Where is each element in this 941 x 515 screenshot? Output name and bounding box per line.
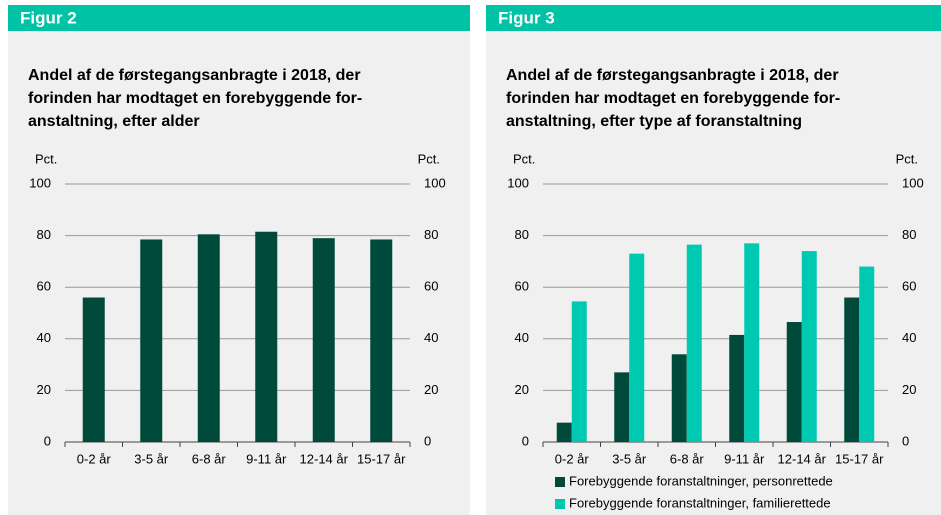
- y2-tick-label: 40: [424, 330, 438, 345]
- header-band: [486, 5, 941, 31]
- chart-title: forinden har modtaget en forebyggende fo…: [28, 90, 362, 107]
- y2-tick-label: 0: [902, 433, 909, 448]
- x-tick-label: 0-2 år: [77, 451, 112, 466]
- y-tick-label: 0: [44, 433, 51, 448]
- y2-tick-label: 80: [424, 227, 438, 242]
- legend-label: Forebyggende foranstaltninger, personret…: [569, 473, 833, 488]
- bar: [82, 297, 105, 442]
- y2-tick-label: 60: [902, 279, 916, 294]
- y-axis-label: Pct.: [35, 151, 57, 166]
- bar: [859, 266, 875, 442]
- y-tick-label: 80: [37, 227, 51, 242]
- y-tick-label: 40: [37, 330, 51, 345]
- y2-axis-label: Pct.: [418, 151, 440, 166]
- chart-title: Andel af de førstegangsanbragte i 2018, …: [506, 67, 839, 84]
- y2-tick-label: 20: [424, 382, 438, 397]
- y-tick-label: 60: [515, 279, 529, 294]
- x-tick-label: 0-2 år: [555, 451, 590, 466]
- bar: [671, 354, 687, 442]
- header-band: [8, 5, 470, 31]
- y-axis-label: Pct.: [513, 151, 535, 166]
- y-tick-label: 20: [37, 382, 51, 397]
- legend-label: Forebyggende foranstaltninger, familiere…: [569, 495, 831, 510]
- y2-tick-label: 100: [902, 175, 924, 190]
- bar: [370, 239, 393, 442]
- y2-tick-label: 40: [902, 330, 916, 345]
- chart-title: anstaltning, efter alder: [28, 113, 200, 130]
- bar: [197, 234, 220, 442]
- x-tick-label: 12-14 år: [778, 451, 827, 466]
- bar: [140, 239, 163, 442]
- bar: [801, 251, 817, 442]
- bar: [629, 253, 645, 442]
- bar: [312, 238, 335, 442]
- figure-label: Figur 3: [498, 8, 555, 27]
- y2-tick-label: 100: [424, 175, 446, 190]
- x-tick-label: 15-17 år: [835, 451, 884, 466]
- y-tick-label: 20: [515, 382, 529, 397]
- x-tick-label: 3-5 år: [612, 451, 647, 466]
- bar: [255, 231, 278, 442]
- y-tick-label: 60: [37, 279, 51, 294]
- bar: [844, 297, 860, 442]
- y2-tick-label: 80: [902, 227, 916, 242]
- legend-swatch: [555, 477, 565, 487]
- bar: [686, 244, 702, 442]
- y-tick-label: 100: [29, 175, 51, 190]
- bar: [729, 334, 745, 442]
- y-tick-label: 80: [515, 227, 529, 242]
- y2-axis-label: Pct.: [896, 151, 918, 166]
- bar: [744, 243, 760, 442]
- y-tick-label: 0: [522, 433, 529, 448]
- bar: [556, 422, 572, 442]
- legend-swatch: [555, 499, 565, 509]
- y2-tick-label: 0: [424, 433, 431, 448]
- y2-tick-label: 20: [902, 382, 916, 397]
- bar: [571, 301, 587, 442]
- bar: [614, 372, 630, 442]
- chart-title: Andel af de førstegangsanbragte i 2018, …: [28, 67, 361, 84]
- x-tick-label: 6-8 år: [192, 451, 227, 466]
- x-tick-label: 6-8 år: [670, 451, 705, 466]
- y2-tick-label: 60: [424, 279, 438, 294]
- chart-title: forinden har modtaget en forebyggende fo…: [506, 90, 840, 107]
- figure-label: Figur 2: [20, 8, 77, 27]
- x-tick-label: 9-11 år: [246, 451, 287, 466]
- chart-title: anstaltning, efter type af foranstaltnin…: [506, 113, 802, 130]
- x-tick-label: 3-5 år: [134, 451, 169, 466]
- y-tick-label: 40: [515, 330, 529, 345]
- bar: [786, 322, 802, 442]
- y-tick-label: 100: [507, 175, 529, 190]
- x-tick-label: 15-17 år: [357, 451, 406, 466]
- x-tick-label: 9-11 år: [724, 451, 765, 466]
- x-tick-label: 12-14 år: [300, 451, 349, 466]
